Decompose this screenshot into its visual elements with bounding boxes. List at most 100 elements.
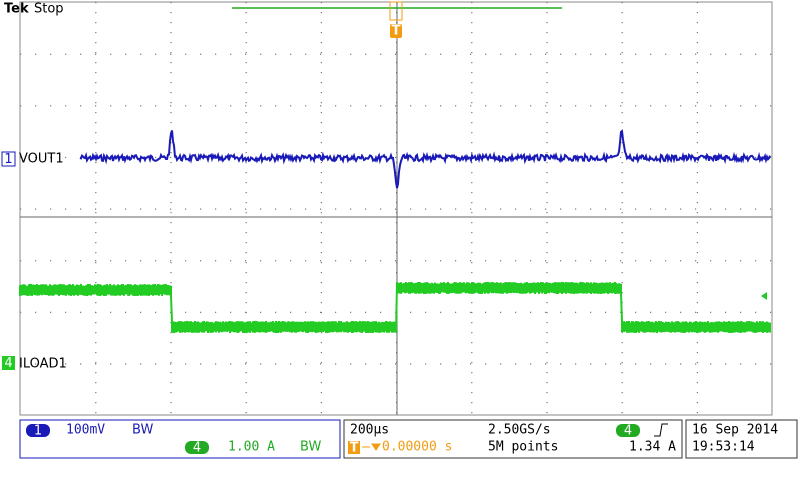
grid-dot [395,105,397,107]
grid-dot [185,260,187,262]
grid-dot [500,363,502,365]
grid-dot [260,363,262,365]
grid-dot [305,208,307,210]
grid-dot [110,208,112,210]
grid-dot [350,156,352,159]
grid-dot [485,260,487,262]
grid-dot [320,262,322,264]
grid-dot [621,202,623,204]
grid-dot [320,182,322,184]
grid-dot [20,105,22,107]
grid-dot [740,105,742,107]
grid-dot [245,192,247,194]
grid-dot [696,232,698,234]
grid-dot [605,105,607,107]
grid-dot [320,22,322,24]
grid-dot [65,208,67,210]
grid-dot [380,363,382,365]
grid-dot [320,272,322,274]
grid-dot [110,53,112,55]
grid-dot [95,162,97,164]
grid-dot [471,172,473,174]
grid-dot [575,260,577,262]
grid-dot [245,352,247,354]
grid-dot [125,105,127,107]
grid-dot [471,222,473,224]
grid-dot [696,342,698,344]
grid-dot [95,12,97,14]
grid-dot [696,132,698,134]
grid-dot [546,2,548,4]
grid-dot [620,156,622,159]
grid-dot [245,222,247,224]
grid-dot [470,311,472,313]
grid-dot [696,2,698,4]
grid-dot [200,105,202,107]
grid-dot [621,352,623,354]
grid-dot [710,208,712,210]
grid-dot [65,260,67,262]
grid-dot [320,302,322,304]
grid-dot [65,156,67,159]
grid-dot [140,311,142,313]
grid-dot [155,53,157,55]
grid-dot [365,53,367,55]
grid-dot [320,112,322,114]
grid-dot [695,208,697,210]
grid-dot [185,105,187,107]
time: 19:53:14 [692,440,755,455]
grid-dot [320,142,322,144]
grid-dot [665,260,667,262]
grid-dot [170,252,172,254]
grid-dot [425,363,427,365]
grid-dot [546,132,548,134]
grid-dot [200,311,202,313]
grid-dot [170,72,172,74]
grid-dot [770,260,772,262]
grid-dot [95,322,97,324]
grid-dot [621,282,623,284]
grid-dot [140,208,142,210]
trigger-marker: T [392,24,401,39]
grid-dot [696,72,698,74]
grid-dot [95,342,97,344]
grid-dot [320,152,322,154]
grid-dot [320,52,322,54]
grid-dot [546,262,548,264]
grid-dot [471,162,473,164]
grid-dot [245,112,247,114]
grid-dot [95,332,97,334]
grid-dot [95,142,97,144]
grid-dot [621,92,623,94]
grid-dot [410,311,412,313]
grid-dot [245,62,247,64]
grid-dot [110,105,112,107]
grid-dot [620,260,622,262]
grid-dot [500,156,502,159]
grid-dot [155,156,157,159]
grid-dot [50,53,52,55]
grid-dot [575,363,577,365]
grid-dot [65,53,67,55]
grid-dot [500,311,502,313]
grid-dot [215,53,217,55]
ch1-waveform [79,129,771,189]
grid-dot [515,311,517,313]
grid-dot [260,208,262,210]
grid-dot [621,22,623,24]
trigger-icon-box [348,441,360,454]
grid-dot [410,105,412,107]
grid-dot [695,311,697,313]
grid-dot [305,260,307,262]
grid-dot [545,363,547,365]
grid-dot [546,332,548,334]
grid-dot [245,372,247,374]
grid-dot [696,62,698,64]
grid-dot [95,242,97,244]
grid-dot [245,208,247,210]
grid-dot [680,363,682,365]
grid-dot [546,352,548,354]
grid-dot [95,2,97,4]
grid-dot [170,162,172,164]
grid-dot [245,142,247,144]
